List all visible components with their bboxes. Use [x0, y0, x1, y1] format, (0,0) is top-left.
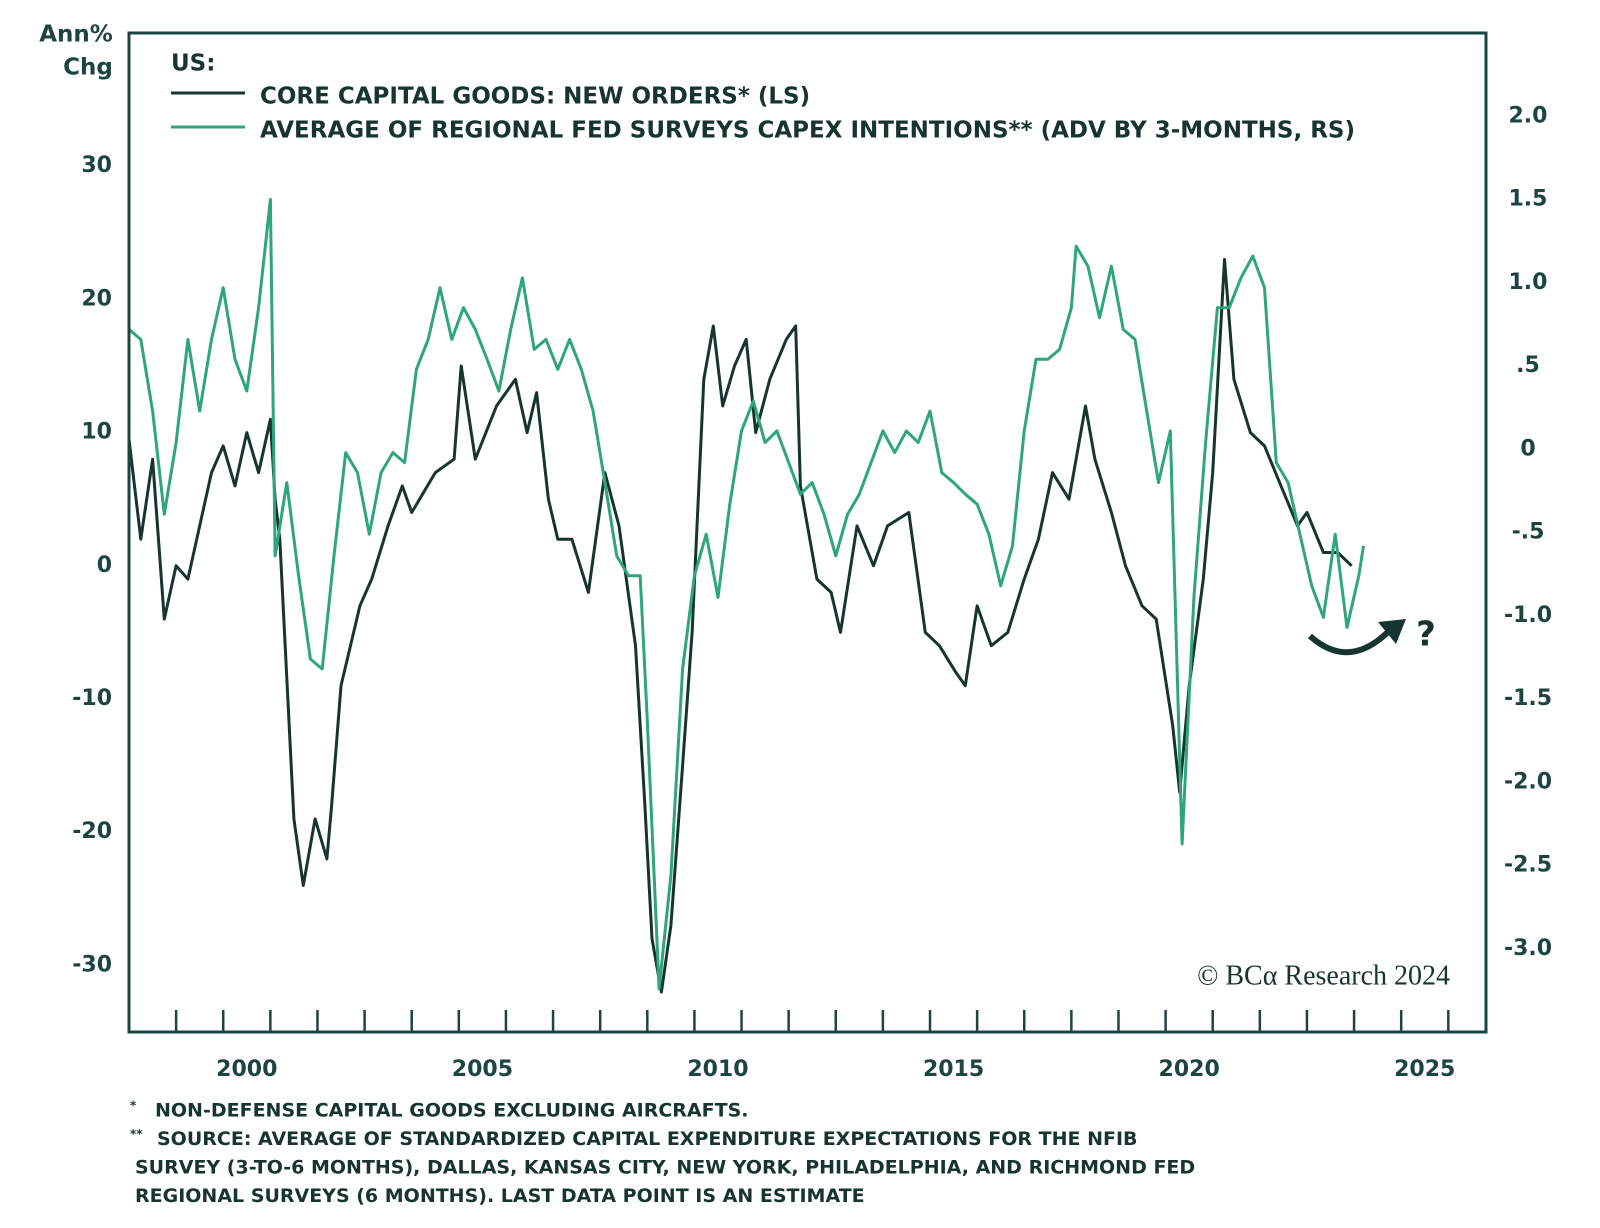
annotation: ? — [1416, 615, 1436, 655]
y-tick-label: 10 — [81, 420, 112, 445]
x-tick-label: 2025 — [1394, 1057, 1455, 1082]
y2-tick-label: 2.0 — [1509, 103, 1548, 128]
copyright: © BCα Research 2024 — [1197, 960, 1450, 991]
y2-tick-label: -2.5 — [1504, 853, 1552, 878]
x-tick-label: 2000 — [216, 1057, 277, 1082]
footnote: NON-DEFENSE CAPITAL GOODS EXCLUDING AIRC… — [155, 1100, 748, 1122]
y-tick-label: -30 — [72, 952, 112, 977]
footnote-mark: * — [130, 1099, 137, 1113]
y-axis-title: Ann% — [39, 22, 113, 48]
y2-tick-label: .5 — [1516, 353, 1540, 378]
y2-tick-label: -3.0 — [1504, 936, 1552, 961]
annotation-arrowhead — [1378, 619, 1406, 644]
y2-tick-label: -2.0 — [1504, 769, 1552, 794]
footnote: REGIONAL SURVEYS (6 MONTHS). LAST DATA P… — [135, 1185, 865, 1207]
series-line — [128, 198, 1365, 991]
y-axis-title: Chg — [63, 55, 113, 81]
footnote: SURVEY (3-TO-6 MONTHS), DALLAS, KANSAS C… — [135, 1157, 1195, 1179]
x-tick-label: 2015 — [923, 1057, 984, 1082]
y2-tick-label: -1.0 — [1504, 603, 1552, 628]
legend-label: AVERAGE OF REGIONAL FED SURVEYS CAPEX IN… — [260, 118, 1355, 144]
x-tick-label: 2005 — [452, 1057, 513, 1082]
x-tick-label: 2020 — [1159, 1057, 1220, 1082]
footnote-mark: ** — [130, 1127, 143, 1141]
series-line — [127, 257, 1353, 994]
y2-tick-label: 1.5 — [1509, 187, 1548, 212]
x-tick-label: 2010 — [687, 1057, 748, 1082]
y-tick-label: 20 — [81, 286, 112, 311]
plot-frame — [127, 31, 1488, 1034]
y2-tick-label: 0 — [1520, 436, 1535, 461]
footnote: SOURCE: AVERAGE OF STANDARDIZED CAPITAL … — [157, 1128, 1138, 1150]
annotation-arrow — [1307, 625, 1395, 656]
y-tick-label: -20 — [72, 819, 112, 844]
y-tick-label: 0 — [97, 553, 112, 578]
legend-label: CORE CAPITAL GOODS: NEW ORDERS* (LS) — [260, 84, 810, 110]
y-tick-label: 30 — [81, 153, 112, 178]
y2-tick-label: -1.5 — [1504, 686, 1552, 711]
y-tick-label: -10 — [72, 686, 112, 711]
y2-tick-label: 1.0 — [1509, 270, 1548, 295]
y2-tick-label: -.5 — [1512, 520, 1545, 545]
legend-title: US: — [171, 51, 215, 77]
